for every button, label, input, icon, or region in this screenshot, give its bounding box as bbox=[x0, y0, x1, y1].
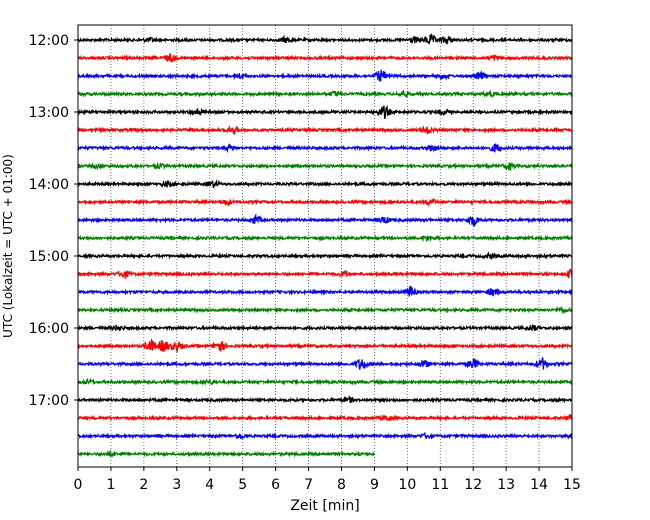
seismogram-trace bbox=[77, 104, 573, 119]
x-tick-label: 8 bbox=[337, 477, 346, 493]
seismogram-trace bbox=[77, 161, 573, 172]
x-tick-label: 5 bbox=[238, 477, 247, 493]
plot-background bbox=[78, 25, 572, 467]
seismogram-trace bbox=[77, 394, 573, 404]
seismogram-trace bbox=[77, 125, 573, 136]
seismogram-trace bbox=[77, 33, 573, 45]
seismogram-trace bbox=[77, 89, 573, 99]
x-tick-label: 10 bbox=[398, 477, 416, 493]
x-axis: 0 1 2 3 4 5 6 7 8 9 10 11 12 13 14 15 bbox=[74, 467, 581, 493]
x-tick-label: 12 bbox=[464, 477, 482, 493]
seismogram-trace bbox=[77, 53, 573, 64]
seismogram-trace bbox=[77, 285, 573, 297]
seismogram-trace bbox=[77, 356, 573, 370]
seismogram-trace bbox=[77, 324, 573, 332]
seismogram-trace bbox=[77, 251, 573, 260]
x-tick-label: 0 bbox=[74, 477, 83, 493]
seismogram-trace bbox=[77, 197, 573, 208]
y-tick-label: 16:00 bbox=[29, 321, 69, 337]
x-tick-label: 2 bbox=[139, 477, 148, 493]
x-tick-label: 14 bbox=[530, 477, 548, 493]
seismogram-trace bbox=[77, 432, 573, 440]
x-tick-label: 15 bbox=[563, 477, 581, 493]
y-tick-label: 17:00 bbox=[29, 393, 69, 409]
seismogram-trace bbox=[77, 377, 573, 386]
y-tick-label: 15:00 bbox=[29, 249, 69, 265]
seismogram-trace bbox=[77, 449, 375, 458]
plot-frame bbox=[77, 24, 573, 468]
x-tick-label: 13 bbox=[497, 477, 515, 493]
seismogram-trace bbox=[77, 69, 573, 82]
seismogram-trace bbox=[77, 213, 573, 228]
x-tick-label: 3 bbox=[172, 477, 181, 493]
seismogram-trace bbox=[77, 143, 573, 154]
x-tick-label: 6 bbox=[271, 477, 280, 493]
seismogram-trace bbox=[77, 234, 573, 243]
seismogram-trace bbox=[77, 338, 573, 353]
x-axis-label: Zeit [min] bbox=[290, 498, 359, 514]
seismogram-trace bbox=[77, 413, 573, 422]
x-tick-label: 9 bbox=[370, 477, 379, 493]
seismogram-trace bbox=[77, 179, 573, 189]
x-tick-label: 11 bbox=[431, 477, 449, 493]
y-axis: 12:00 13:00 14:00 15:00 16:00 17:00 bbox=[29, 33, 78, 409]
y-axis-label: UTC (Lokalzeit = UTC + 01:00) bbox=[1, 154, 15, 338]
y-tick-label: 12:00 bbox=[29, 33, 69, 49]
y-tick-label: 13:00 bbox=[29, 105, 69, 121]
x-tick-label: 7 bbox=[304, 477, 313, 493]
seismogram-trace bbox=[77, 268, 573, 280]
x-tick-label: 4 bbox=[205, 477, 214, 493]
x-tick-label: 1 bbox=[106, 477, 115, 493]
y-tick-label: 14:00 bbox=[29, 177, 69, 193]
trace-group bbox=[77, 33, 573, 458]
seismogram-trace bbox=[77, 305, 573, 315]
